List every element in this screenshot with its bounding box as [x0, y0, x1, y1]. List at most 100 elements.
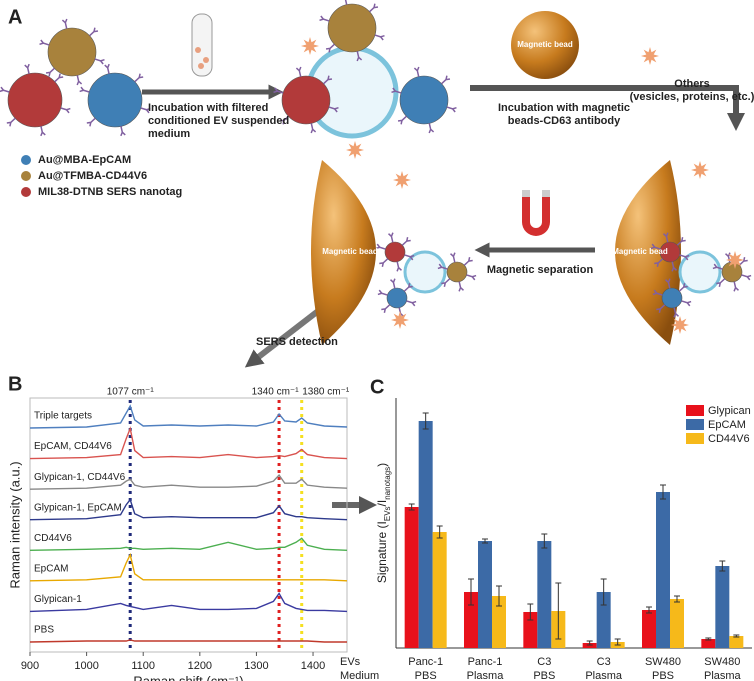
x-tick-label: SW480: [704, 656, 740, 668]
x-tick-label: PBS: [415, 670, 437, 681]
caption: SERS detection: [256, 336, 338, 348]
antibody: [39, 39, 50, 46]
y-axis-label: Signature (IEVs/Inanotags): [375, 463, 391, 583]
legend-swatch: [686, 433, 704, 444]
y-axis-label-part: /I: [375, 500, 389, 507]
antibody: [681, 300, 692, 307]
series-label: PBS: [34, 625, 54, 636]
marker-label: 1380 cm⁻¹: [302, 387, 350, 398]
error-bar: [468, 578, 474, 606]
antibody: [466, 274, 477, 281]
antibody: [104, 63, 110, 74]
error-bar: [719, 560, 726, 572]
antibody: [79, 86, 90, 93]
antibody: [325, 43, 335, 53]
schematic: A: [8, 6, 745, 514]
antibody: [733, 281, 739, 292]
antibody: [54, 73, 64, 83]
antibody: [279, 115, 289, 125]
antibody: [375, 243, 386, 250]
x-tick-label: PBS: [652, 670, 674, 681]
antibody: [344, 0, 348, 5]
series-label: EpCAM: [34, 563, 68, 574]
bar: [404, 507, 419, 648]
nanoparticle: [327, 3, 377, 53]
legend-swatch: [21, 155, 31, 165]
antibody: [390, 278, 396, 289]
x-tick-label: SW480: [645, 656, 681, 668]
nanoparticle: [659, 241, 681, 263]
antibody: [428, 123, 435, 134]
x-tick-label: Plasma: [467, 670, 505, 681]
series-label: Triple targets: [34, 411, 92, 422]
antibody: [441, 278, 451, 287]
antibody: [712, 263, 723, 270]
legend-swatch: [21, 187, 31, 197]
bar: [432, 532, 447, 648]
antibody: [676, 237, 686, 246]
bar: [729, 636, 744, 648]
marker-label: 1077 cm⁻¹: [107, 387, 155, 398]
vesicle: [678, 250, 722, 294]
panel-label: A: [8, 6, 22, 28]
panel-label: C: [370, 376, 384, 398]
antibody: [120, 126, 126, 137]
antibody: [60, 107, 71, 114]
star: [346, 141, 364, 159]
spectrum: [29, 404, 348, 429]
error-bar: [555, 582, 562, 640]
magnet-tip: [542, 190, 550, 197]
bar: [670, 599, 684, 648]
legend-label: MIL38-DTNB SERS nanotag: [38, 186, 182, 198]
star: [641, 47, 659, 65]
antibody: [450, 252, 456, 263]
antibody: [679, 254, 690, 261]
bar: [596, 592, 611, 648]
bar: [492, 596, 506, 648]
tube-dot: [198, 63, 204, 69]
error-bar: [422, 412, 429, 430]
antibody: [652, 289, 663, 296]
nanoparticle: [7, 72, 63, 128]
x-tick-label: C3: [537, 656, 551, 668]
x-tick-label: Plasma: [585, 670, 623, 681]
tube-dot: [195, 47, 201, 53]
antibody: [741, 274, 752, 281]
legend-label: EpCAM: [708, 419, 746, 431]
legend-swatch: [686, 419, 704, 430]
antibody: [310, 123, 317, 134]
antibody: [738, 257, 748, 266]
antibody: [678, 283, 688, 292]
error-bar: [496, 585, 502, 607]
antibody: [391, 87, 402, 94]
antibody: [94, 58, 105, 65]
antibody: [403, 283, 413, 292]
antibody: [401, 237, 411, 246]
error-bar: [541, 533, 548, 549]
error-bar: [733, 634, 740, 638]
row-label: EVs: [340, 656, 361, 668]
caption: Magnetic separation: [487, 264, 594, 276]
nanoparticle: [384, 241, 406, 263]
magnetic-bead: [511, 11, 579, 79]
x-tick-label: Panc-1: [468, 656, 503, 668]
error-bar: [527, 603, 534, 621]
series-label: Glypican-1, CD44V6: [34, 472, 126, 483]
nanoparticle: [47, 27, 97, 77]
bar: [701, 639, 716, 648]
bar: [715, 566, 730, 648]
star: [393, 171, 411, 189]
star: [691, 161, 709, 179]
legend-label: Au@TFMBA-CD44V6: [38, 170, 147, 182]
y-axis-label-part: EVs: [383, 506, 392, 521]
spectrum: [29, 552, 348, 582]
y-axis-label: Raman intensity (a.u.): [7, 461, 22, 588]
antibody: [273, 87, 284, 94]
antibody: [441, 75, 451, 85]
antibody: [458, 281, 464, 292]
antibody: [413, 66, 420, 77]
antibody: [388, 232, 394, 243]
arrow: [470, 85, 745, 131]
x-axis-label: Raman shift (cm⁻¹): [133, 673, 243, 681]
